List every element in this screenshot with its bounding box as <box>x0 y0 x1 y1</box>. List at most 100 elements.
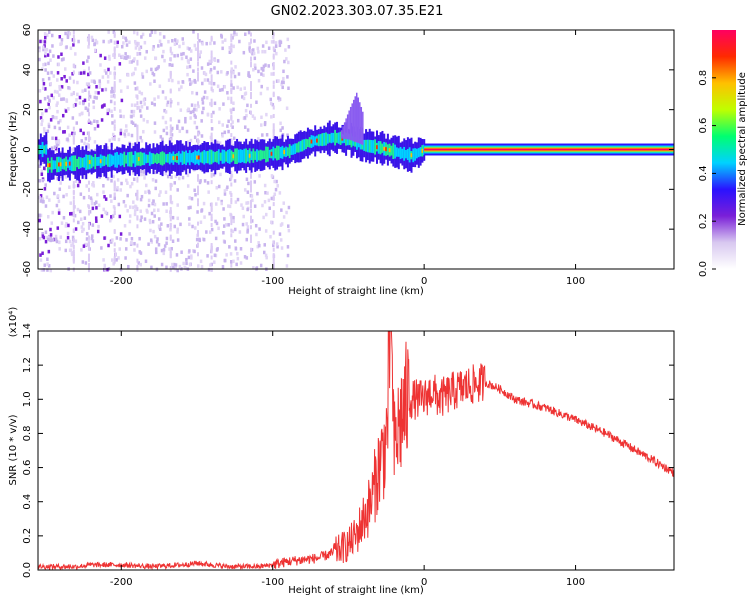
spectrogram-cell <box>169 254 172 259</box>
spectrogram-cell <box>197 202 199 207</box>
spectrogram-cell <box>160 222 163 226</box>
spectrogram-cell <box>230 150 233 163</box>
spectrogram-cell <box>59 119 62 123</box>
spectrogram-cell <box>74 239 78 244</box>
spectrogram-cell <box>109 240 113 244</box>
spectrogram-cell <box>47 215 50 219</box>
x-tick-label: -200 <box>110 577 133 588</box>
spectrogram-cell <box>190 196 194 201</box>
spectrogram-cell <box>134 205 138 209</box>
spectrogram-cell <box>178 87 181 92</box>
spectrogram-cell <box>250 247 252 252</box>
spectrogram-cell <box>159 135 163 139</box>
spectrogram-cell <box>125 238 128 242</box>
spectrogram-cell <box>208 81 211 85</box>
spectrogram-cell <box>252 266 255 270</box>
spectrogram-cell <box>47 264 51 268</box>
spectrogram-cell <box>197 55 199 60</box>
spectrogram-cell <box>239 261 243 265</box>
spectrogram-cell <box>253 204 257 208</box>
spectrogram-cell <box>279 128 282 133</box>
spectrogram-cell <box>198 180 202 185</box>
spectrogram-cell <box>176 203 179 207</box>
spectrogram-cell <box>337 132 340 144</box>
spectrogram-cell <box>317 134 320 147</box>
spectrogram-cell <box>99 159 103 164</box>
spectrogram-cell <box>70 243 73 248</box>
spectrogram-cell <box>147 198 151 203</box>
spectrogram-cell <box>228 148 231 164</box>
spectrogram-cell <box>230 43 233 48</box>
spectrogram-cell <box>39 194 43 198</box>
spectrogram-cell <box>78 101 82 105</box>
spectrogram-cell <box>81 157 84 168</box>
spectrogram-cell <box>334 129 337 146</box>
spectrogram-cell <box>248 42 251 46</box>
spectrogram-cell <box>169 186 172 191</box>
spectrogram-cell <box>174 38 177 42</box>
spectrogram-cell <box>143 40 147 45</box>
spectrogram-cell <box>38 213 41 218</box>
spectrogram-cell <box>282 80 285 85</box>
spectrogram-cell <box>119 131 123 136</box>
spectrogram-cell <box>161 115 165 120</box>
spectrogram-cell <box>128 219 132 224</box>
spectrogram-cell <box>86 144 89 149</box>
spectrogram-cell <box>96 192 99 197</box>
spectrogram-cell <box>45 47 49 52</box>
spectrogram-cell <box>323 132 326 146</box>
spectrogram-cell <box>106 177 110 181</box>
spectrogram-cell <box>94 48 97 53</box>
spectrogram-cell <box>46 129 50 133</box>
spectrogram-cell <box>109 99 113 104</box>
spectrogram-cell <box>265 112 268 117</box>
spectrogram-cell <box>210 227 214 232</box>
spectrogram-cell <box>223 217 226 221</box>
spectrogram-cell <box>90 234 94 238</box>
spectrogram-cell <box>236 251 239 256</box>
spectrogram-cell <box>113 40 116 45</box>
spectrogram-cell <box>74 155 77 171</box>
spectrogram-cell <box>221 265 225 269</box>
spectrogram-cell <box>230 192 233 197</box>
spectrogram-cell <box>45 144 48 155</box>
spectrogram-cell <box>116 186 119 190</box>
spectrogram-cell <box>190 103 194 107</box>
spectrogram-cell <box>87 118 90 123</box>
spectrogram-cell <box>142 170 146 174</box>
spectrogram-cell <box>272 113 275 118</box>
spectrogram-cell <box>250 32 252 37</box>
spectrogram-cell <box>176 126 179 130</box>
spectrogram-cell <box>56 176 59 181</box>
y-tick-label: -20 <box>22 181 33 197</box>
spectrogram-cell <box>62 57 65 61</box>
spectrogram-cell <box>148 218 152 223</box>
spectrogram-cell <box>233 227 237 232</box>
spectrogram-cell <box>85 231 89 236</box>
spectrogram-cell <box>86 59 89 63</box>
snr-frame <box>37 330 675 571</box>
spectrogram-cell <box>176 227 179 232</box>
spectrogram-cell <box>106 267 109 272</box>
spectrogram-cell <box>168 63 171 67</box>
spectrogram-cell <box>252 68 255 72</box>
spectrogram-cell <box>118 79 122 83</box>
spectrogram-cell <box>132 113 135 118</box>
spectrogram-cell <box>261 68 265 72</box>
spectrogram-cell <box>136 101 139 106</box>
spectrogram-cell <box>110 90 113 94</box>
spectrogram-cell <box>103 155 106 166</box>
spectrogram-cell <box>104 197 108 201</box>
spectrogram-cell <box>72 200 75 205</box>
spectrogram-cell <box>210 35 213 40</box>
spectrogram-cell <box>43 96 47 101</box>
spectrogram-cell <box>87 211 90 216</box>
spectrogram-cell <box>195 108 198 112</box>
spectrogram-cell <box>197 155 201 160</box>
spectrogram-cell <box>280 80 284 84</box>
spectrogram-cell <box>138 47 141 51</box>
spectrogram-cell <box>194 115 197 119</box>
spectrogram-cell <box>285 264 289 268</box>
snr-series-line <box>37 330 675 571</box>
spectrogram-cell <box>120 44 124 49</box>
